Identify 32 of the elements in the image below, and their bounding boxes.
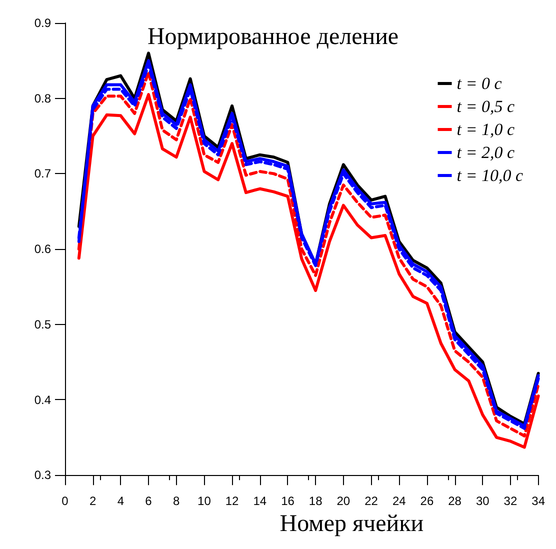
y-tick-label: 0.9 [34,16,52,30]
x-tick-label: 30 [476,494,490,508]
x-tick-label: 28 [448,494,462,508]
y-tick-label: 0.3 [34,468,52,482]
x-tick-label: 18 [308,494,323,508]
x-tick-label: 8 [173,494,180,508]
x-tick-label: 24 [392,494,406,508]
x-axis-title: Номер ячейки [280,511,424,537]
x-tick-label: 22 [364,494,378,508]
legend-label: t = 0 c [456,74,502,93]
x-tick-label: 20 [336,494,350,508]
legend-label: t = 10,0 c [456,166,524,185]
x-tick-label: 0 [62,494,69,508]
y-tick-label: 0.7 [34,166,52,181]
y-tick-label: 0.5 [34,317,52,332]
legend-label: t = 2,0 c [456,143,515,162]
x-tick-label: 6 [145,494,152,508]
chart-title: Нормированное деление [147,24,399,50]
y-tick-label: 0.4 [34,392,52,407]
x-tick-label: 26 [420,494,434,508]
x-tick-label: 2 [90,494,96,508]
y-tick-label: 0.8 [34,91,52,106]
x-tick-label: 14 [253,494,267,508]
x-tick-label: 34 [532,494,546,508]
legend-label: t = 1,0 c [456,120,515,139]
y-tick-label: 0.6 [34,242,52,256]
x-tick-label: 10 [198,494,212,508]
legend-label: t = 0,5 c [456,97,515,116]
x-tick-label: 4 [117,494,124,508]
x-tick-label: 12 [225,494,240,508]
x-tick-label: 32 [504,494,518,508]
x-tick-label: 16 [281,494,295,508]
